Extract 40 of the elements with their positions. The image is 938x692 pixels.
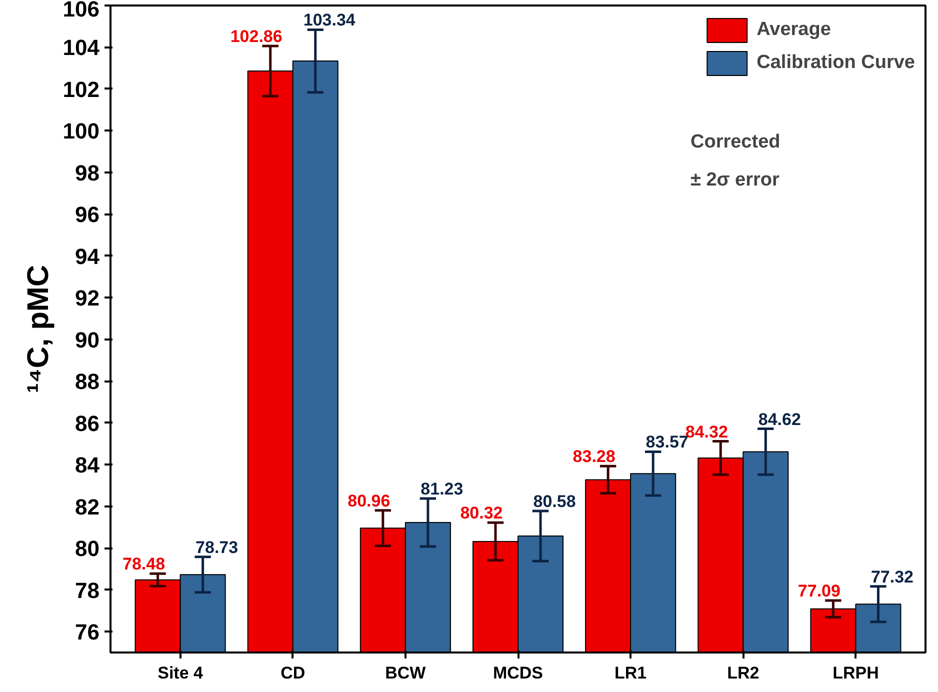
y-tick-label: 76 — [75, 620, 100, 645]
y-tick-label: 90 — [75, 327, 100, 352]
y-tick-label: 88 — [75, 369, 100, 394]
y-tick-label: 78 — [75, 578, 100, 603]
data-label: 102.86 — [230, 26, 282, 46]
legend-label: Average — [756, 19, 831, 41]
data-label: 103.34 — [303, 10, 356, 30]
y-tick-label: 86 — [75, 410, 100, 436]
y-tick-label: 98 — [75, 160, 100, 186]
y-axis-title: ¹⁴C, pMC — [22, 264, 55, 394]
legend-label: Calibration Curve — [756, 52, 915, 74]
data-label: 78.73 — [196, 538, 238, 557]
y-tick-label: 100 — [62, 118, 100, 144]
data-label: 84.62 — [758, 410, 801, 429]
data-label: 80.96 — [348, 491, 390, 510]
x-tick-label: MCDS — [492, 664, 544, 682]
y-tick-label: 82 — [75, 494, 100, 520]
x-tick-label: LRPH — [832, 664, 879, 682]
y-tick-label: 94 — [75, 244, 100, 269]
y-tick-label: 84 — [75, 452, 100, 478]
data-label: 80.32 — [460, 504, 503, 523]
data-label: 80.58 — [533, 492, 576, 511]
data-label: 77.09 — [798, 582, 840, 601]
y-tick-label: 92 — [75, 286, 100, 311]
data-label: 77.32 — [870, 567, 914, 586]
y-tick-label: 96 — [75, 202, 100, 228]
data-label: 78.48 — [122, 554, 166, 574]
y-tick-label: 102 — [62, 76, 100, 102]
data-label: 83.28 — [572, 447, 616, 466]
annotation: ± 2σ error — [690, 170, 780, 190]
x-tick-label: CD — [280, 664, 306, 682]
data-label: 81.23 — [420, 479, 464, 498]
x-tick-label: LR1 — [614, 664, 647, 682]
y-tick-label: 104 — [62, 35, 100, 60]
x-tick-label: Site 4 — [158, 664, 204, 682]
y-tick-label: 80 — [75, 536, 100, 562]
annotation: Corrected — [690, 132, 780, 152]
y-tick-label: 106 — [62, 0, 100, 22]
x-tick-label: LR2 — [727, 664, 760, 682]
x-tick-label: BCW — [385, 664, 427, 682]
